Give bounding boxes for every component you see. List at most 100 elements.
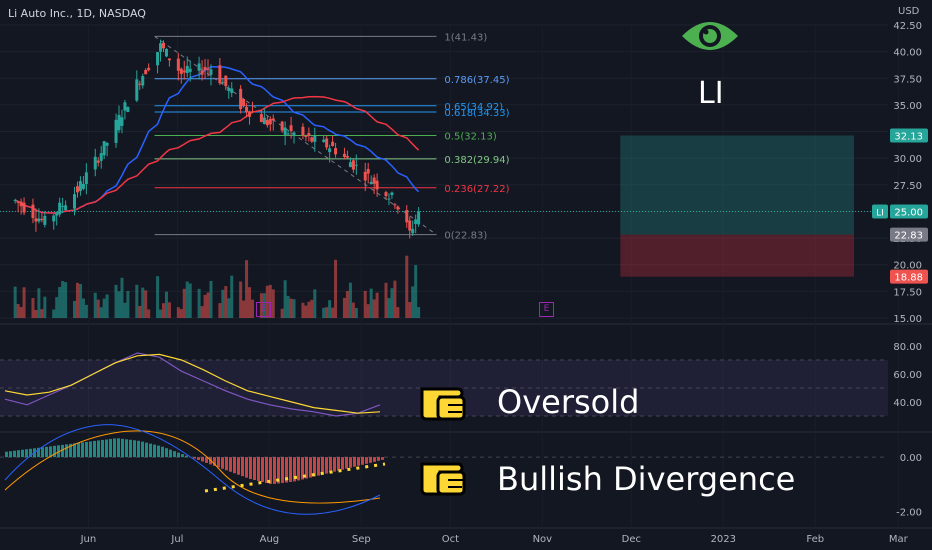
ticker-tag-label: LI: [876, 208, 884, 218]
macd-bar: [21, 449, 24, 458]
stop-zone: [620, 234, 854, 277]
time-tick: Dec: [622, 534, 641, 545]
candle-body: [34, 218, 38, 222]
candle-body: [19, 201, 23, 207]
candle-body: [292, 132, 296, 136]
volume-bar: [239, 281, 243, 318]
fib-label: 0.236(27.22): [444, 184, 509, 195]
macd-bar: [201, 457, 204, 462]
macd-bar: [133, 440, 136, 458]
candle-body: [331, 141, 335, 147]
macd-bar: [145, 442, 148, 458]
volume-bar: [307, 301, 311, 318]
candle-body: [64, 205, 68, 211]
candle-body: [325, 138, 329, 148]
volume-bar: [405, 255, 409, 318]
volume-bar: [188, 283, 192, 318]
macd-bar: [237, 457, 240, 475]
volume-bar: [117, 291, 121, 318]
volume-bar: [375, 292, 379, 318]
earnings-marker[interactable]: E: [539, 302, 554, 317]
candle-body: [268, 118, 272, 125]
candle-body: [135, 79, 139, 101]
macd-bar: [93, 440, 96, 458]
macd-bar: [309, 457, 312, 478]
candle-body: [156, 52, 160, 66]
candle-body: [84, 172, 88, 184]
volume-bar: [268, 284, 272, 318]
macd-bar: [261, 457, 264, 482]
fib-label: 0.5(32.13): [444, 131, 496, 142]
volume-bar: [242, 300, 246, 318]
macd-bar: [193, 457, 196, 459]
volume-bar: [283, 280, 287, 318]
candle-body: [363, 171, 367, 181]
volume-bar: [313, 289, 317, 318]
macd-bar: [317, 457, 320, 476]
volume-bar: [408, 302, 412, 318]
volume-bar: [179, 309, 183, 318]
volume-bar: [289, 298, 293, 318]
candle-body: [176, 58, 180, 71]
volume-bar: [52, 309, 56, 318]
volume-bar: [167, 302, 171, 318]
candle-body: [188, 68, 192, 72]
macd-bar: [69, 443, 72, 458]
volume-bar: [414, 265, 418, 318]
candle-body: [265, 119, 269, 126]
candle-body: [354, 164, 358, 166]
macd-bar: [45, 446, 48, 458]
macd-tick: 0.00: [900, 453, 922, 464]
time-tick: Jul: [170, 534, 183, 545]
volume-bar: [369, 288, 373, 318]
candle-body: [182, 70, 186, 73]
volume-bar: [328, 300, 332, 318]
macd-panel: 0.00 -2.00: [0, 424, 922, 518]
volume-bar: [22, 287, 26, 318]
rsi-tick: 60.00: [893, 370, 922, 381]
macd-bar: [221, 457, 224, 469]
fib-label: 0.65(34.92): [444, 102, 503, 113]
volume-bar: [138, 305, 142, 318]
volume-bar: [78, 283, 82, 318]
macd-bar: [289, 457, 292, 483]
candle-body: [43, 215, 47, 225]
candle-body: [58, 202, 62, 215]
volume-bar: [262, 293, 266, 318]
volume-bar: [230, 275, 234, 318]
candle-body: [248, 111, 252, 117]
macd-bar: [17, 450, 20, 458]
macd-bar: [361, 457, 364, 465]
candle-body: [408, 220, 412, 231]
macd-bar: [121, 438, 124, 458]
earnings-marker[interactable]: E: [256, 302, 271, 317]
macd-bar: [369, 457, 372, 463]
price-tick: 27.50: [893, 181, 922, 192]
macd-bar: [229, 457, 232, 472]
volume-bar: [120, 277, 124, 318]
volume-bar: [159, 309, 163, 318]
macd-bar: [297, 457, 300, 481]
candle-body: [280, 121, 284, 131]
volume-bar: [387, 298, 391, 318]
volume-bar: [114, 284, 118, 318]
candle-body: [147, 67, 151, 71]
volume-bar: [366, 304, 370, 318]
price-tick: 42.50: [893, 21, 922, 32]
volume-bar: [81, 298, 85, 318]
macd-bar: [65, 444, 68, 458]
macd-bar: [177, 452, 180, 458]
moving-average-line: [14, 95, 420, 214]
candle-body: [351, 160, 355, 170]
candle-body: [328, 148, 332, 153]
macd-bar: [185, 455, 188, 458]
macd-bar: [5, 451, 8, 458]
price-tag-label: 32.13: [894, 131, 923, 142]
volume-bar: [84, 304, 88, 318]
candle-body: [262, 117, 266, 125]
macd-bar: [141, 441, 144, 458]
macd-bar: [245, 457, 248, 478]
candle-body: [55, 212, 59, 216]
macd-bar: [37, 447, 40, 458]
candle-body: [251, 111, 254, 113]
